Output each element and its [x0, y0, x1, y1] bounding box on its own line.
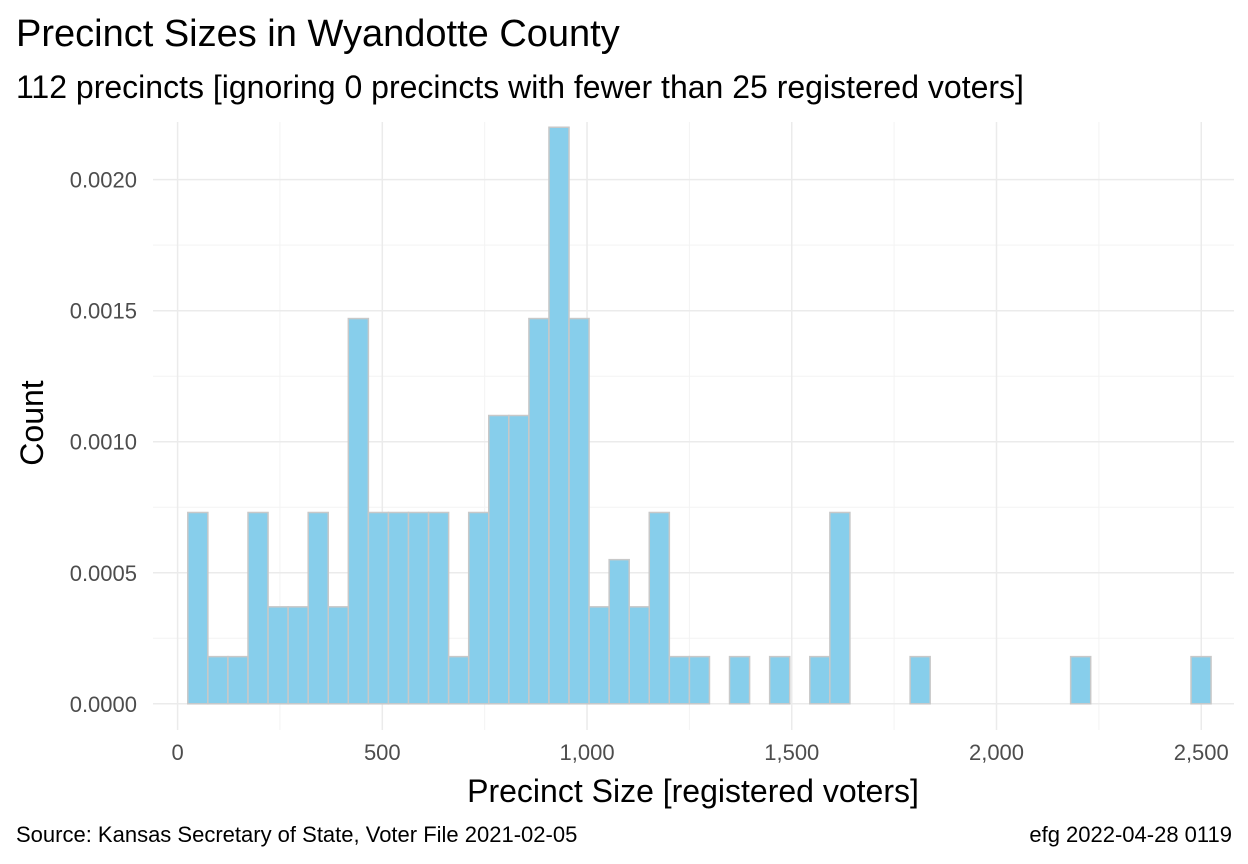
histogram-bar [327, 606, 350, 705]
x-tick-label: 1,500 [764, 740, 819, 765]
histogram-bar [367, 511, 390, 705]
credit-caption: efg 2022-04-28 0119 [1029, 822, 1232, 847]
histogram-bar [247, 511, 269, 705]
histogram-bar [548, 126, 570, 705]
x-tick-label: 500 [364, 740, 401, 765]
histogram-bar [1190, 655, 1212, 705]
histogram-bar [387, 511, 410, 705]
histogram-bar [207, 655, 229, 705]
histogram-bar [628, 606, 651, 705]
y-tick-label: 0.0010 [70, 430, 137, 455]
histogram-bar [508, 414, 530, 705]
y-axis-title: Count [14, 380, 50, 466]
histogram-bar [668, 655, 691, 705]
histogram-bar [227, 655, 249, 705]
histogram-bar [488, 414, 510, 705]
x-axis-ticks: 0 500 1,000 1,500 2,000 2,500 [171, 740, 1228, 765]
histogram-bar [528, 317, 550, 705]
histogram-bar [267, 606, 289, 705]
histogram-bar [407, 511, 430, 705]
x-tick-label: 2,500 [1174, 740, 1229, 765]
chart-subtitle: 112 precincts [ignoring 0 precincts with… [16, 69, 1024, 105]
histogram-bar [768, 655, 791, 705]
histogram-bar [568, 317, 590, 705]
histogram-bar [909, 655, 931, 705]
histogram-bar [588, 606, 610, 705]
chart-title: Precinct Sizes in Wyandotte County [16, 13, 620, 55]
histogram-bar [447, 655, 470, 705]
y-tick-label: 0.0020 [70, 168, 137, 193]
histogram-bar [467, 511, 490, 705]
histogram-bar [608, 558, 630, 705]
y-axis-ticks: 0.0000 0.0005 0.0010 0.0015 0.0020 [70, 168, 137, 717]
x-tick-label: 1,000 [560, 740, 615, 765]
histogram-bar [347, 317, 370, 705]
histogram-bar [427, 511, 450, 705]
histogram-bar [287, 606, 309, 705]
y-tick-label: 0.0000 [70, 692, 137, 717]
histogram-bar [1069, 655, 1092, 705]
histogram-bars [187, 126, 1212, 705]
y-tick-label: 0.0015 [70, 299, 137, 324]
histogram-bar [829, 511, 851, 705]
source-caption: Source: Kansas Secretary of State, Voter… [16, 822, 578, 847]
x-axis-title: Precinct Size [registered voters] [467, 773, 919, 809]
x-tick-label: 0 [171, 740, 183, 765]
histogram-bar [809, 655, 831, 705]
y-tick-label: 0.0005 [70, 561, 137, 586]
histogram-bar [648, 511, 671, 705]
histogram-bar [307, 511, 330, 705]
histogram-bar [187, 511, 209, 705]
histogram-bar [728, 655, 751, 705]
histogram-bar [688, 655, 711, 705]
x-tick-label: 2,000 [969, 740, 1024, 765]
